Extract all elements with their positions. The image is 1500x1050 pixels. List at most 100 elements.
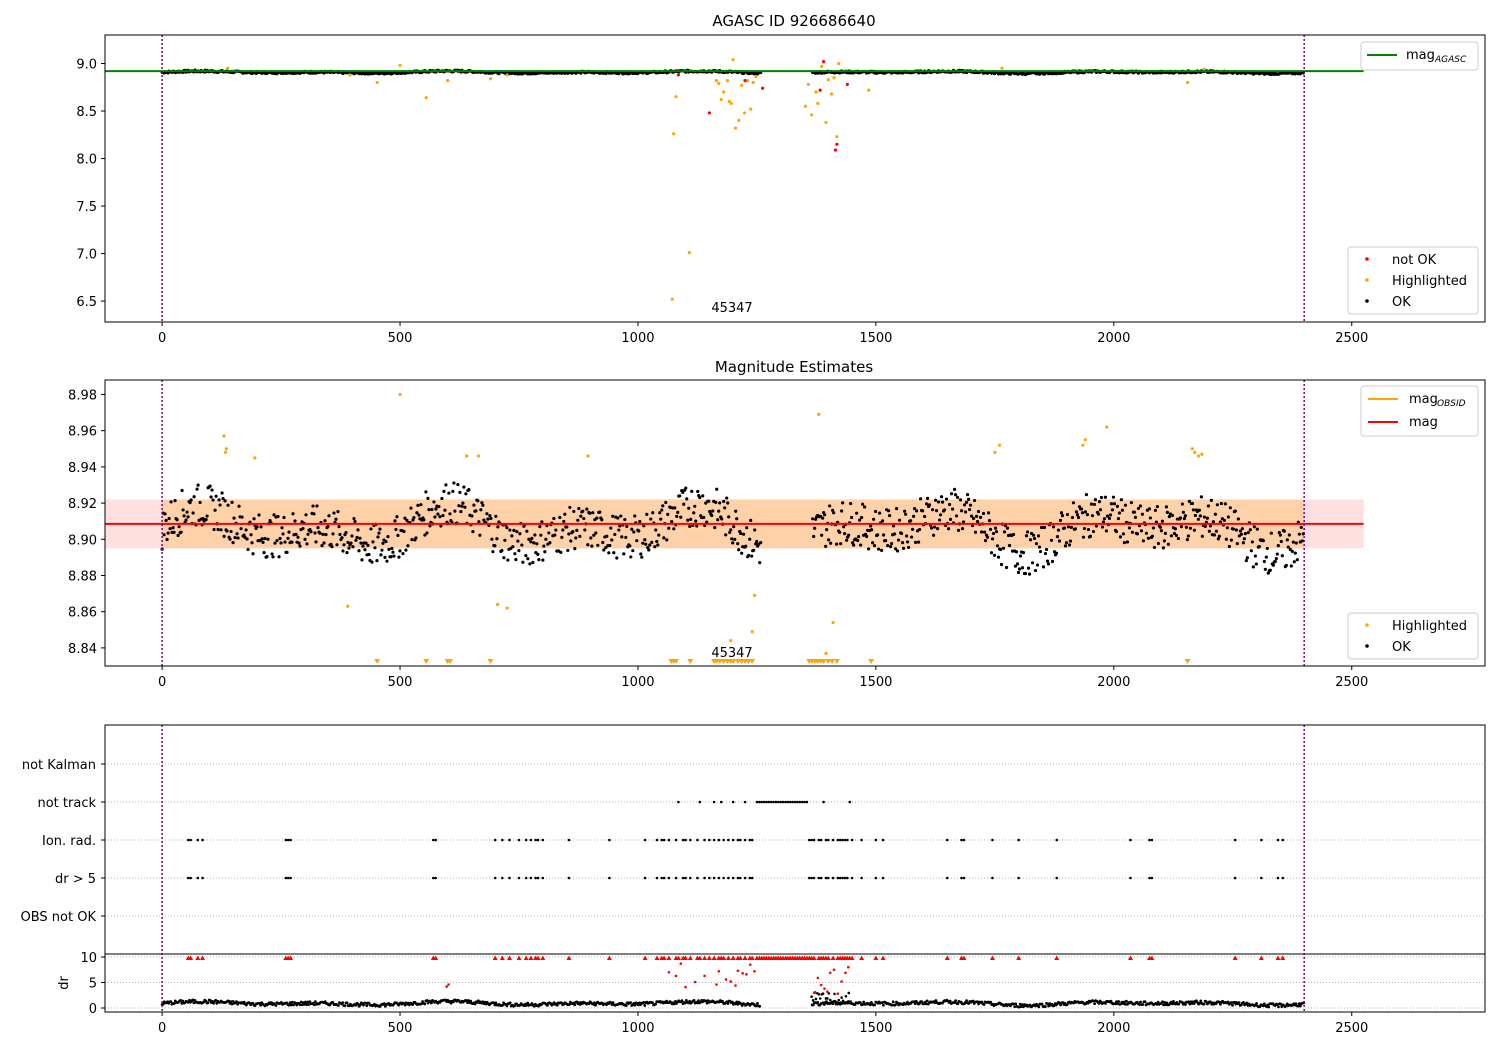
ok-point (212, 527, 216, 532)
dr-tick-label: 5 (89, 977, 97, 992)
not-ok-point (761, 86, 765, 90)
ok-point (754, 542, 758, 546)
ok-point (1108, 513, 1113, 517)
ok-point (278, 536, 282, 541)
flag-point (736, 838, 740, 842)
ok-point (1293, 551, 1297, 555)
dr-point (494, 1001, 498, 1005)
dr-point (304, 1000, 307, 1004)
mag-estimates-title: Magnitude Estimates (715, 358, 873, 376)
flag-point (791, 800, 794, 804)
ok-point (456, 482, 460, 487)
ok-point (600, 518, 604, 522)
ok-point (1058, 518, 1063, 523)
ok-point (965, 492, 970, 497)
highlighted-point (733, 126, 738, 130)
legend-mag-agasc-sub: AGASC (1434, 55, 1467, 65)
dr-point (191, 998, 195, 1002)
flag-point (684, 876, 687, 880)
highlighted-point (1200, 452, 1204, 456)
flag-point (703, 838, 706, 842)
highlighted-point (751, 80, 755, 85)
dr-red-point (745, 973, 748, 976)
ok-point (736, 542, 740, 546)
dr-over-range-marker (804, 955, 810, 960)
highlighted-point (998, 443, 1002, 447)
ok-point (619, 514, 623, 518)
ok-point (389, 555, 393, 559)
ok-point (993, 526, 998, 530)
dr-point (1192, 1002, 1196, 1005)
ok-point (813, 526, 817, 530)
ok-point (367, 552, 371, 557)
ok-point (371, 540, 375, 544)
flag-point (1017, 838, 1020, 842)
ok-point (271, 555, 275, 559)
ok-point (488, 514, 492, 518)
y-tick-label: 8.94 (68, 461, 97, 476)
flag-point (945, 838, 949, 842)
ok-point (927, 503, 932, 507)
ok-point (932, 525, 937, 529)
flag-point (860, 876, 863, 880)
highlighted-point (222, 434, 226, 438)
ok-point (259, 525, 263, 529)
flag-point (1129, 838, 1132, 842)
flag-point (684, 838, 687, 842)
dr-point (567, 1003, 571, 1007)
ok-point (361, 544, 365, 548)
flag-point (677, 800, 680, 804)
dr-point (817, 992, 821, 996)
dr-red-point (674, 974, 678, 978)
highlighted-point (729, 639, 733, 643)
ok-point (1025, 530, 1030, 534)
ok-point (572, 509, 576, 514)
dr-point (1275, 1003, 1279, 1006)
ok-point (510, 534, 514, 538)
dr-point (229, 1000, 233, 1004)
ok-point (1103, 495, 1108, 499)
agasc-line-legend: mag AGASC (1360, 41, 1479, 71)
ok-point (528, 562, 532, 566)
ok-point (240, 515, 244, 519)
ok-point (1067, 543, 1072, 547)
highlighted-point (820, 64, 824, 68)
ok-point (1152, 545, 1157, 550)
ok-point (1166, 542, 1171, 546)
ok-point (167, 516, 171, 521)
flag-point (1150, 876, 1154, 880)
flag-point (1129, 876, 1132, 880)
ok-point (1138, 504, 1143, 508)
ok-point (255, 525, 259, 529)
ok-point (1179, 525, 1183, 529)
ok-point (994, 529, 999, 534)
ok-point (467, 488, 471, 492)
ok-point (656, 543, 660, 547)
flag-point (201, 838, 204, 842)
ok-point (525, 529, 529, 533)
dr-point (289, 1003, 293, 1007)
ok-point (964, 500, 969, 504)
ok-point (217, 498, 221, 502)
ok-point (304, 513, 308, 517)
ok-point (664, 500, 668, 505)
ok-point (1216, 537, 1220, 541)
ok-point (540, 520, 544, 524)
ok-point (1054, 551, 1059, 555)
ok-point (579, 514, 583, 518)
dr-point (423, 1002, 427, 1006)
flag-point (434, 876, 438, 880)
ok-point (635, 539, 639, 543)
ok-point (1219, 501, 1223, 506)
ok-point (205, 514, 209, 518)
ok-point (433, 515, 437, 519)
ok-point (1083, 510, 1088, 514)
ok-point (881, 519, 885, 523)
ok-point (281, 532, 285, 536)
ok-point (742, 532, 746, 536)
ok-point (236, 536, 240, 540)
ok-point (503, 538, 507, 542)
ok-point (390, 546, 394, 551)
ok-point (417, 513, 421, 517)
flag-point (962, 876, 966, 880)
